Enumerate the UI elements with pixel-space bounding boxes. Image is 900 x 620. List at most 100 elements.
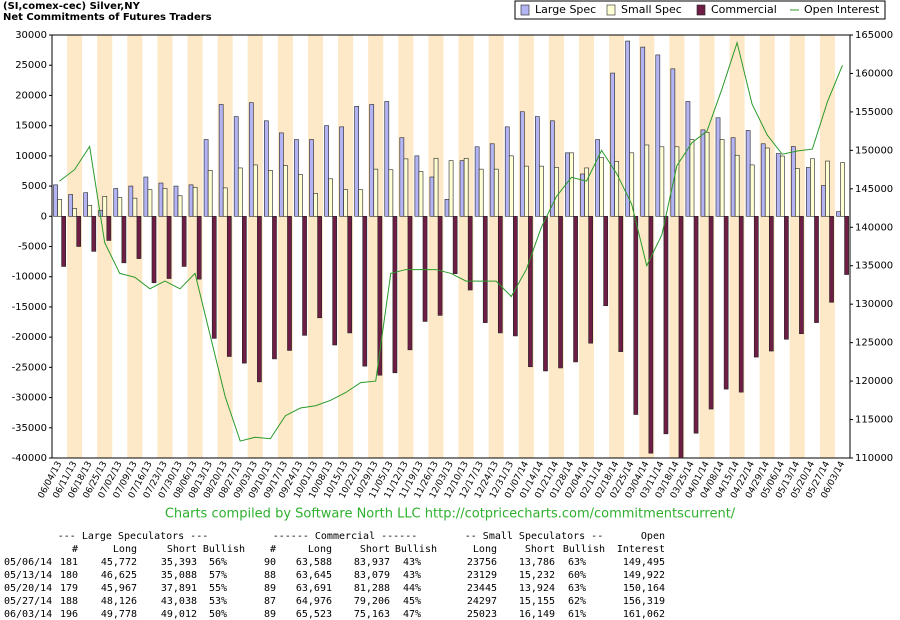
- column-band: [458, 35, 474, 458]
- bar: [599, 157, 604, 217]
- table-cell: 37,891: [161, 583, 197, 594]
- table-cell: 35,393: [161, 557, 197, 568]
- table-group-header: -- Small Speculators --: [465, 531, 603, 542]
- bar: [279, 132, 284, 217]
- bar: [528, 215, 533, 368]
- bar: [57, 199, 62, 217]
- bar: [474, 146, 480, 217]
- legend-swatch: [606, 4, 616, 16]
- table-cell: 05/27/14: [4, 596, 52, 607]
- bar: [829, 215, 834, 303]
- table-column-header: Short: [360, 544, 390, 555]
- bar: [207, 170, 213, 217]
- bar: [272, 215, 277, 360]
- bar: [369, 104, 375, 217]
- table-cell: 25023: [467, 609, 497, 620]
- table-cell: 61%: [568, 609, 586, 620]
- legend-label: Open Interest: [804, 3, 880, 16]
- bar: [287, 215, 292, 351]
- bar: [543, 215, 548, 372]
- bar: [328, 178, 333, 217]
- table-cell: 65,523: [296, 609, 332, 620]
- bar: [715, 117, 721, 217]
- y2-tick-label: 150000: [855, 145, 893, 156]
- bar: [298, 174, 303, 217]
- column-band: [97, 35, 113, 458]
- bar: [467, 215, 473, 291]
- table-column-header: Long: [113, 544, 137, 555]
- bar: [825, 160, 830, 217]
- y2-tick-label: 145000: [855, 184, 893, 195]
- legend-swatch: [696, 4, 706, 16]
- y-tick-label: -10000: [12, 272, 47, 283]
- bar: [584, 167, 589, 217]
- y-tick-label: -15000: [12, 302, 47, 313]
- bar: [91, 215, 97, 252]
- bar: [508, 155, 514, 217]
- bar: [633, 215, 639, 415]
- bar: [128, 185, 134, 217]
- table-cell: 16,149: [519, 609, 555, 620]
- bar: [147, 189, 153, 217]
- bar: [87, 205, 93, 217]
- bar: [764, 147, 770, 217]
- bar: [790, 146, 796, 217]
- chart-subtitle: Net Commitments of Futures Traders: [3, 12, 212, 23]
- bar: [192, 186, 198, 217]
- y-tick-label: -30000: [12, 393, 47, 404]
- bar: [61, 215, 67, 267]
- bar: [504, 126, 510, 217]
- bar: [745, 130, 751, 217]
- bar: [493, 168, 499, 217]
- bar: [377, 215, 383, 376]
- bar: [151, 215, 157, 284]
- table-cell: 56%: [209, 557, 227, 568]
- bar: [573, 215, 578, 363]
- bar: [324, 125, 329, 217]
- bar: [294, 139, 299, 217]
- bar: [618, 215, 624, 352]
- bar: [448, 160, 454, 217]
- bar: [648, 215, 654, 454]
- bar: [674, 146, 680, 217]
- table-cell: 45%: [403, 596, 421, 607]
- bar: [403, 158, 409, 217]
- bar: [799, 215, 804, 335]
- table-column-header: Short: [167, 544, 197, 555]
- bar: [685, 101, 691, 217]
- bar: [738, 215, 744, 393]
- bar: [339, 126, 344, 217]
- bar: [614, 160, 620, 217]
- bar: [102, 196, 108, 217]
- table-cell: 47%: [403, 609, 421, 620]
- table-column-header: #: [72, 544, 78, 555]
- bar: [708, 215, 714, 410]
- y-tick-label: 15000: [15, 121, 47, 132]
- bar: [429, 176, 435, 217]
- bar: [753, 215, 759, 358]
- bar: [588, 215, 593, 344]
- bar: [392, 215, 398, 374]
- table-cell: 50%: [209, 609, 227, 620]
- table-cell: 149,922: [623, 570, 665, 581]
- table-cell: 57%: [209, 570, 227, 581]
- table-cell: 64,976: [296, 596, 332, 607]
- bar: [422, 215, 428, 322]
- bar: [136, 215, 142, 259]
- bar: [452, 215, 458, 274]
- column-band: [578, 35, 595, 458]
- table-cell: 43,038: [161, 596, 197, 607]
- legend-swatch: [520, 4, 530, 16]
- bar: [784, 215, 789, 340]
- y2-tick-label: 110000: [855, 453, 893, 464]
- bar: [117, 197, 123, 217]
- bar: [569, 152, 574, 217]
- bar: [166, 215, 172, 279]
- bar: [433, 157, 439, 217]
- table-cell: 13,786: [519, 557, 555, 568]
- table-cell: 150,164: [623, 583, 665, 594]
- legend-label: Commercial: [711, 3, 777, 16]
- bar: [317, 215, 322, 319]
- bar: [814, 215, 819, 323]
- bar: [700, 129, 706, 217]
